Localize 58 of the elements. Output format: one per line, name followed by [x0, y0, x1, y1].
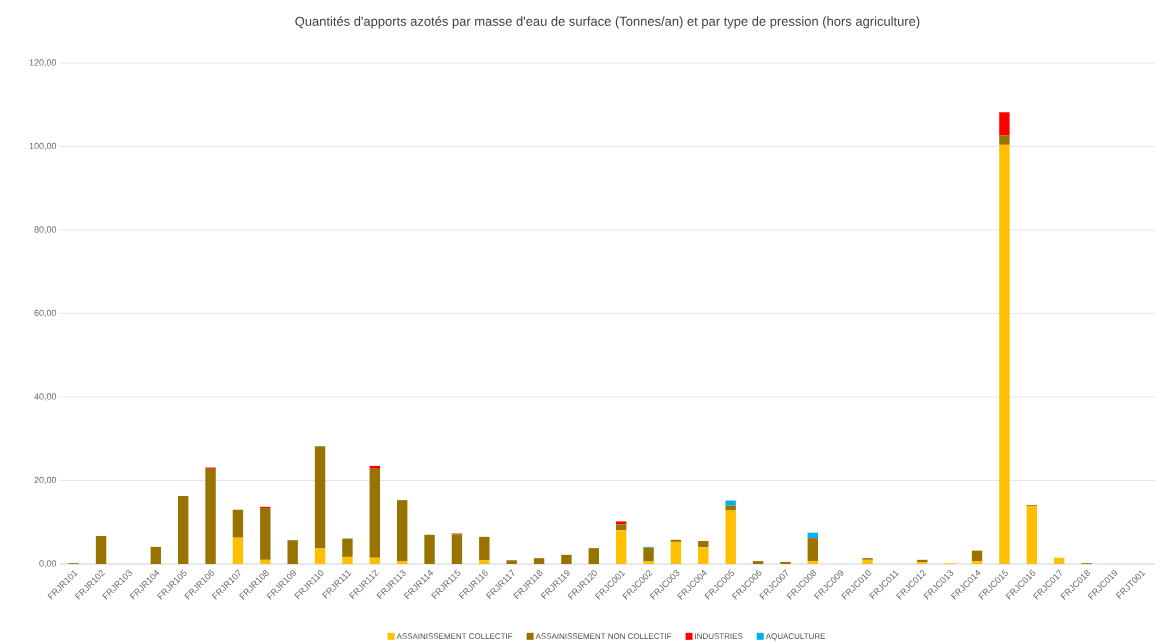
bar	[698, 541, 709, 548]
bar	[971, 561, 983, 564]
bar	[807, 538, 818, 562]
bar	[561, 554, 572, 564]
bar	[999, 112, 1010, 136]
bar	[451, 534, 463, 564]
bar	[643, 547, 654, 562]
bar	[1053, 557, 1065, 564]
bar	[670, 541, 682, 564]
bar	[260, 508, 271, 560]
bar	[287, 540, 298, 564]
bar	[177, 495, 189, 564]
bar	[588, 548, 599, 564]
chart-title: Quantités d'apports azotés par masse d'eau de surface (Tonnes/an) et par type de pression (hors agriculture)	[295, 16, 920, 29]
bar	[725, 505, 736, 511]
bar	[752, 561, 764, 564]
bar	[150, 546, 162, 564]
bar	[807, 561, 818, 564]
bar	[1026, 505, 1037, 564]
y-tick-label: 120,00	[29, 59, 57, 67]
bar	[369, 468, 380, 558]
y-tick-label: 80,00	[34, 226, 57, 234]
bar	[205, 468, 216, 564]
y-tick-label: 40,00	[34, 393, 57, 401]
bar	[342, 556, 353, 564]
bar	[314, 548, 326, 564]
bar	[314, 446, 326, 549]
bar	[698, 547, 709, 564]
bar	[999, 135, 1010, 145]
y-tick-label: 60,00	[34, 309, 57, 318]
bar	[670, 539, 682, 542]
bar	[615, 521, 627, 525]
bar	[232, 509, 244, 538]
bar	[643, 561, 654, 564]
bar	[615, 524, 627, 531]
bar	[533, 558, 545, 564]
bar	[780, 561, 791, 564]
bar	[396, 561, 408, 564]
bar	[396, 500, 408, 562]
bar	[725, 500, 736, 506]
bar	[971, 550, 983, 562]
bar	[369, 465, 380, 469]
bar	[369, 557, 380, 564]
bar	[424, 534, 435, 564]
bar	[725, 510, 736, 564]
y-tick-label: 100,00	[29, 142, 57, 151]
y-tick-label: 20,00	[34, 476, 57, 485]
bar	[862, 559, 873, 564]
bar	[95, 536, 107, 564]
bar	[260, 559, 271, 564]
bar	[479, 536, 490, 561]
bar	[999, 144, 1010, 564]
bar	[615, 530, 627, 564]
bar	[232, 537, 244, 564]
bar	[506, 560, 517, 564]
bar	[342, 538, 353, 557]
y-tick-label: 0,00	[39, 560, 57, 568]
bar	[479, 560, 490, 564]
